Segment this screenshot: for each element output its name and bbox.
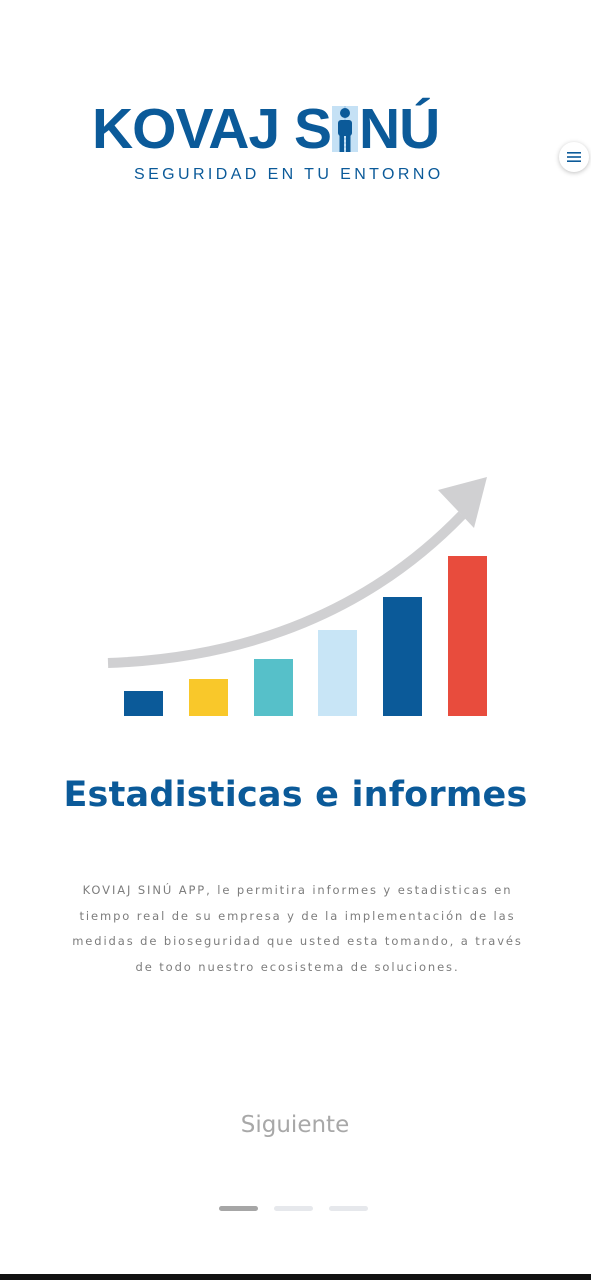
menu-button[interactable]	[559, 142, 589, 172]
slide-title: Estadisticas e informes	[63, 775, 528, 815]
pagination-dot-1[interactable]	[219, 1206, 258, 1211]
system-navigation-bar	[0, 1274, 591, 1280]
chart-bar-1	[124, 691, 163, 716]
chart-bar-5	[383, 597, 422, 716]
growth-arrow-line	[107, 511, 466, 668]
person-icon	[332, 104, 359, 152]
description-line: KOVIAJ SINÚ APP, le permitira informes y…	[82, 883, 513, 897]
next-button[interactable]: Siguiente	[195, 1103, 395, 1147]
brand-title-left: KOVAJ S	[92, 97, 332, 161]
brand-title: KOVAJ S NÚ	[92, 97, 440, 161]
slide-description: KOVIAJ SINÚ APP, le permitira informes y…	[60, 878, 535, 980]
brand-subtitle: SEGURIDAD EN TU ENTORNO	[134, 166, 444, 183]
hamburger-menu-icon	[567, 152, 581, 162]
growth-arrow-head	[438, 477, 487, 528]
pagination-dot-2[interactable]	[274, 1206, 313, 1211]
chart-bar-2	[189, 679, 228, 716]
brand-title-right: NÚ	[359, 97, 440, 161]
growth-bar-chart-illustration	[107, 477, 487, 716]
brand-logo: KOVAJ S NÚ SEGURIDAD EN TU ENTORNO	[92, 100, 492, 190]
description-line: de todo nuestro ecosistema de soluciones…	[135, 959, 460, 974]
pagination-indicator	[219, 1206, 368, 1211]
description-line: tiempo real de su empresa y de la implem…	[79, 908, 516, 923]
chart-bar-3	[254, 659, 293, 716]
description-line: medidas de bioseguridad que usted esta t…	[72, 934, 523, 948]
pagination-dot-3[interactable]	[329, 1206, 368, 1211]
chart-bar-4	[318, 630, 357, 716]
chart-bar-6	[448, 556, 487, 716]
